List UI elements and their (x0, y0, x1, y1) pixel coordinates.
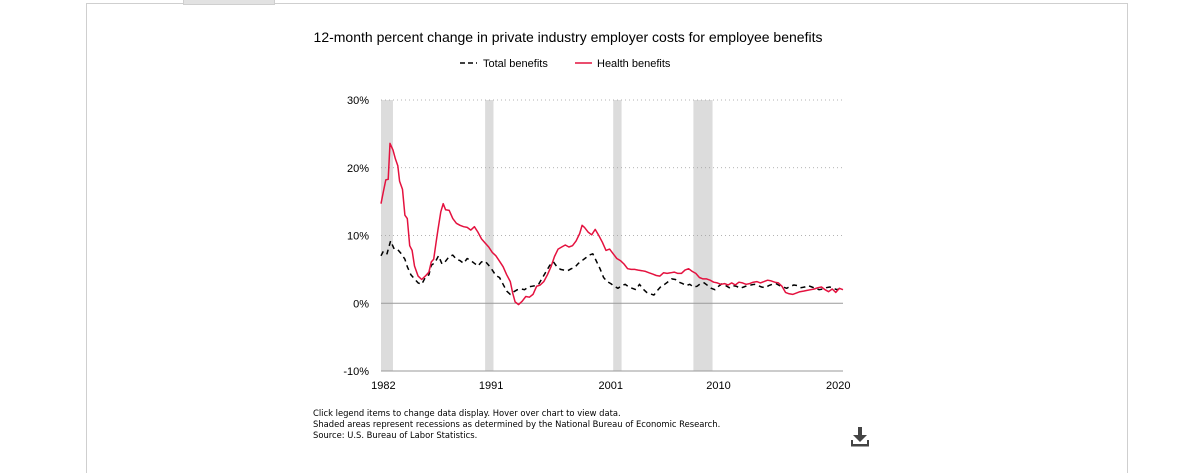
y-tick-label: 20% (347, 163, 369, 175)
chart-title: 12-month percent change in private indus… (314, 29, 823, 45)
recession-band (381, 100, 393, 371)
note-source: Source: U.S. Bureau of Labor Statistics. (313, 430, 478, 440)
chart-panel-frame (86, 3, 1128, 473)
y-axis: -10% 0% 10% 20% 30% (343, 95, 369, 378)
x-tick-label: 1982 (371, 380, 395, 392)
download-button[interactable] (848, 425, 872, 449)
legend-label-health-benefits: Health benefits (597, 58, 671, 70)
chart-notes: Click legend items to change data displa… (313, 408, 873, 441)
x-axis: 1982 1991 2001 2010 2020 (371, 380, 850, 392)
legend[interactable]: Total benefits Health benefits (460, 58, 671, 70)
y-tick-label: -10% (343, 366, 369, 378)
x-tick-label: 2010 (706, 380, 730, 392)
legend-item-total-benefits[interactable]: Total benefits (460, 58, 548, 70)
y-tick-label: 10% (347, 231, 369, 243)
download-icon (851, 427, 869, 447)
series-lines[interactable] (380, 142, 844, 306)
gridlines (381, 99, 843, 372)
y-tick-label: 30% (347, 95, 369, 107)
x-tick-label: 2020 (826, 380, 850, 392)
series-line-total-benefits[interactable] (380, 240, 844, 296)
note-interaction: Click legend items to change data displa… (313, 408, 621, 418)
series-line-health-benefits[interactable] (380, 142, 844, 306)
y-tick-label: 0% (353, 298, 369, 310)
panel-tab[interactable] (183, 0, 275, 5)
line-chart[interactable]: 12-month percent change in private indus… (0, 0, 1192, 450)
x-tick-label: 2001 (599, 380, 623, 392)
legend-label-total-benefits: Total benefits (483, 58, 548, 70)
x-tick-label: 1991 (479, 380, 503, 392)
note-recessions: Shaded areas represent recessions as det… (313, 419, 721, 429)
legend-item-health-benefits[interactable]: Health benefits (575, 58, 671, 70)
recession-shading (381, 100, 713, 371)
